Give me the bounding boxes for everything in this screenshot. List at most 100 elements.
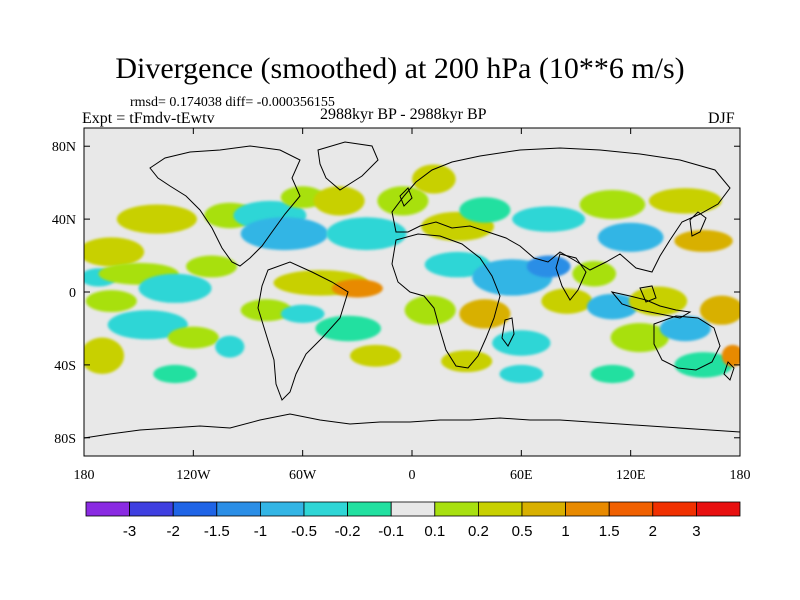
colorbar-label-7: 0.1 [424, 523, 445, 540]
coast-indonesia [610, 291, 692, 319]
colorbar-swatch-0 [85, 501, 130, 517]
x-tick-label-4: 60E [510, 468, 533, 483]
colorbar-swatch-6 [347, 501, 392, 517]
field-blob-34 [424, 251, 491, 278]
colorbar-label-11: 1.5 [599, 523, 620, 540]
coast-madagascar [501, 317, 515, 347]
field-blob-38 [492, 330, 551, 356]
field-blob-40 [541, 288, 593, 314]
colorbar-label-2: -1.5 [204, 523, 230, 540]
field-blob-6 [107, 310, 188, 340]
colorbar-swatch-10 [521, 501, 566, 517]
field-blob-3 [138, 273, 212, 303]
coast-uk [399, 187, 413, 207]
colorbar-label-4: -0.5 [291, 523, 317, 540]
y-tick-label-3: 40S [54, 359, 76, 374]
colorbar-swatch-3 [216, 501, 261, 517]
colorbar-label-5: -0.2 [335, 523, 361, 540]
coast-india [555, 253, 587, 301]
field-blob-22 [512, 206, 586, 232]
coast-borneo [639, 285, 657, 303]
field-blob-41 [572, 261, 617, 287]
field-blob-43 [628, 286, 688, 316]
field-blob-10 [215, 335, 245, 358]
x-tick-label-3: 0 [409, 468, 416, 483]
colorbar-label-10: 1 [561, 523, 569, 540]
field-blob-14 [240, 217, 329, 251]
field-blob-5 [85, 290, 137, 313]
colorbar-label-9: 0.5 [512, 523, 533, 540]
field-blob-9 [153, 364, 197, 384]
field-blob-26 [674, 230, 733, 252]
field-blob-50 [721, 344, 740, 367]
colorbar-swatch-13 [652, 501, 697, 517]
colorbar-swatch-4 [259, 501, 305, 517]
field-blob-28 [331, 279, 383, 298]
coast-japan [689, 211, 707, 237]
field-blob-21 [459, 197, 511, 223]
colorbar-swatch-12 [608, 501, 654, 517]
x-tick-label-5: 120E [616, 468, 646, 483]
field-blob-46 [699, 295, 740, 325]
coast-antarctica [84, 413, 740, 439]
field-blob-19 [412, 164, 456, 194]
coast-north-america [149, 145, 301, 267]
field-blob-8 [167, 326, 219, 349]
field-blob-25 [597, 222, 664, 252]
colorbar-swatch-2 [172, 501, 218, 517]
chart-title: Divergence (smoothed) at 200 hPa (10**6 … [115, 52, 685, 85]
colorbar-label-8: 0.2 [468, 523, 489, 540]
coast-australia [653, 315, 721, 371]
experiment-label: Expt = tFmdv-tEwtv [82, 110, 215, 127]
field-blob-15 [280, 186, 325, 209]
colorbar-label-13: 3 [692, 523, 700, 540]
colorbar-label-6: -0.1 [378, 523, 404, 540]
x-tick-label-0: 180 [74, 468, 95, 483]
field-blob-45 [659, 315, 711, 342]
colorbar-swatch-5 [303, 501, 348, 517]
coast-new-zealand [723, 361, 735, 381]
coastlines [84, 141, 740, 439]
colorbar-label-0: -3 [123, 523, 136, 540]
field-blob-33 [404, 295, 456, 325]
field-blob-11 [116, 204, 197, 234]
field-blob-47 [674, 352, 733, 378]
x-tick-label-1: 120W [176, 468, 211, 483]
season-label: DJF [708, 110, 735, 127]
field-blob-29 [240, 299, 292, 322]
coast-greenland [317, 141, 379, 191]
field-blob-48 [590, 364, 635, 384]
colorbar-swatch-1 [129, 501, 174, 517]
stats-text: rmsd= 0.174038 diff= -0.000356155 [130, 95, 335, 110]
period-label: 2988kyr BP - 2988kyr BP [320, 106, 487, 123]
colorbar-label-1: -2 [167, 523, 180, 540]
field-blob-31 [315, 315, 382, 342]
y-tick-label-2: 0 [69, 286, 76, 301]
colorbar-label-3: -1 [254, 523, 267, 540]
coast-eurasia [391, 147, 731, 273]
field-blob-16 [313, 186, 365, 216]
x-tick-label-6: 180 [730, 468, 751, 483]
field-blob-7 [84, 337, 125, 374]
colorbar-swatch-7 [390, 501, 436, 517]
y-tick-label-0: 80N [52, 140, 76, 155]
field-blob-24 [648, 188, 722, 214]
field-blob-4 [186, 255, 238, 278]
y-tick-label-1: 40N [52, 213, 76, 228]
colorbar-label-12: 2 [649, 523, 657, 540]
field-blob-42 [586, 293, 638, 320]
field-blob-23 [579, 189, 646, 220]
field-blob-30 [280, 304, 325, 323]
coast-south-america [257, 261, 349, 401]
field-blob-18 [377, 186, 429, 216]
field-blob-49 [499, 364, 544, 384]
y-tick-label-4: 80S [54, 432, 76, 447]
colorbar-swatch-8 [434, 501, 479, 517]
coast-africa [391, 233, 501, 369]
colorbar-swatch-11 [565, 501, 610, 517]
field-blob-17 [326, 217, 407, 251]
field-blob-39 [441, 350, 493, 373]
field-blob-36 [526, 255, 571, 278]
colorbar-swatch-14 [696, 501, 741, 517]
